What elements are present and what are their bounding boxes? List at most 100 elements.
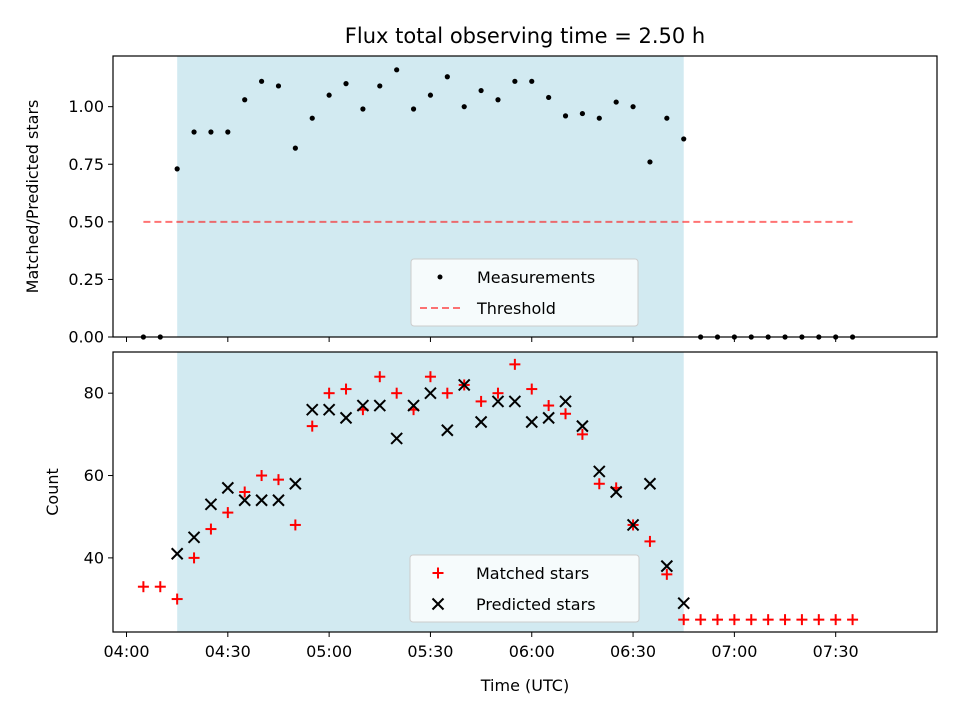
predicted-star-point [373,399,386,412]
measurement-point [579,110,586,117]
measurement-point [377,83,383,89]
matched-star-point [239,486,251,498]
measurement-point [309,115,315,121]
predicted-star-point [559,395,572,408]
predicted-star-point [576,419,589,433]
legend-measurements-label: Measurements [477,268,595,287]
predicted-star-point [643,477,657,490]
predicted-star-point [339,411,353,425]
measurement-point [647,159,653,165]
predicted-star-point [441,424,454,437]
legend-threshold-label: Threshold [476,299,556,318]
y-tick-label: 0.25 [68,270,104,289]
legend-x-glyph [431,597,445,611]
count-panel: 40 60 80 04:00 04:30 05:00 05:30 06:00 06:30 07:… [43,351,938,695]
predicted-star-point [677,596,690,610]
legend-predicted-label: Predicted stars [476,595,596,614]
predicted-star-point [272,494,285,507]
measurement-point [242,97,248,103]
measurement-point [512,78,518,84]
measurement-point [292,145,298,151]
matched-star-point [374,371,386,383]
matched-star-point [340,383,352,395]
measurement-point [258,78,265,84]
predicted-star-point [187,531,201,544]
x-tick-label: 05:00 [306,642,352,661]
measurement-point [174,166,180,172]
matched-star-point [745,614,757,626]
measurement-point [529,78,535,84]
measurement-point [664,115,670,121]
matched-star-point [171,593,183,605]
x-axis-label: Time (UTC) [480,676,569,695]
predicted-star-point [660,559,674,573]
matched-star-point [272,474,284,486]
matched-star-point [509,358,521,370]
matched-star-point [424,371,436,383]
x-tick-label: 06:00 [509,642,555,661]
predicted-star-point [255,494,268,507]
predicted-star-point [609,485,623,499]
predicted-star-point [542,411,555,425]
ratio-x-ticks [126,337,837,342]
legend-plus-glyph [432,567,444,579]
matched-star-point [222,507,234,519]
measurement-point [495,97,501,103]
y-tick-label: 60 [84,466,104,485]
measurement-point [410,106,417,112]
matched-star-point [188,552,200,564]
matched-star-point [154,581,166,593]
matched-star-point [728,614,740,626]
matched-star-point [576,428,588,440]
predicted-star-point [170,547,184,560]
ratio-y-ticks: 0.00 0.25 0.50 0.75 1.00 [68,97,113,347]
matched-star-point [391,387,403,399]
matched-star-point [323,387,335,399]
measurement-point [326,92,332,98]
count-y-ticks: 40 60 80 [84,384,113,567]
matched-star-point [593,478,605,490]
legend-predicted-marker [431,597,445,611]
matched-star-point [847,614,859,626]
matched-star-point [711,614,723,626]
predicted-star-point [424,386,437,400]
y-tick-label: 0.00 [68,328,104,347]
ratio-panel: 0.00 0.25 0.50 0.75 1.00 Matched/Predicted s… [23,55,938,347]
y-tick-label: 40 [84,548,104,567]
matched-star-point [205,523,217,535]
predicted-star-point [306,403,319,416]
measurement-point [444,74,450,80]
matched-star-point [678,614,690,626]
predicted-star-point [407,399,420,412]
measurement-point [394,67,400,73]
y-tick-label: 80 [84,384,104,403]
predicted-star-point [474,415,488,429]
matched-star-point [306,420,318,432]
measurement-point [427,92,434,98]
matched-star-point [695,614,707,626]
count-x-ticks: 04:00 04:30 05:00 05:30 06:00 06:30 07:00 07:30 [103,632,859,661]
measurement-point [461,104,467,110]
predicted-star-point [508,395,522,408]
count-legend-box [409,554,640,623]
y-tick-label: 0.50 [68,212,104,231]
matched-star-point [137,581,149,593]
matched-star-point [661,568,673,580]
legend-matched-marker [432,567,444,579]
measurement-point [546,94,552,101]
measurement-point [562,113,569,119]
ratio-legend: Measurements Threshold [410,258,639,327]
y-tick-label: 1.00 [68,97,104,116]
matched-star-point [256,470,268,482]
predicted-star-point [356,399,370,412]
x-tick-label: 07:00 [711,642,757,661]
count-marks [137,358,859,626]
matched-star-point [475,395,487,407]
predicted-star-point [491,395,505,408]
predicted-star-point [390,432,403,445]
count-legend: Matched stars Predicted stars [409,554,640,623]
measurement-point [630,104,636,110]
measurement-point [275,83,282,89]
matched-star-point [762,614,774,626]
